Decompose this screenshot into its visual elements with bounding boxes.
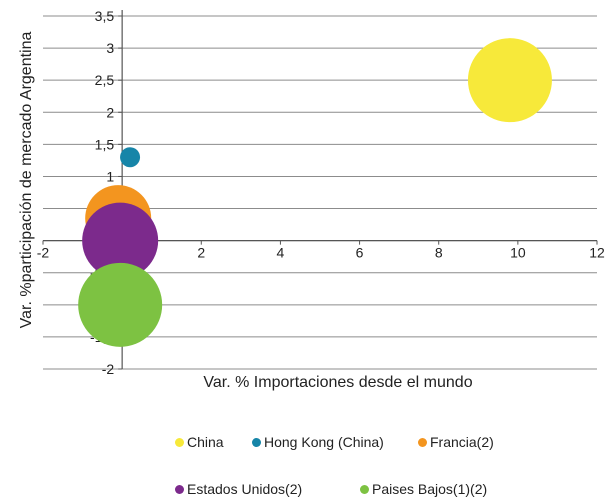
legend-label: Hong Kong (China) <box>264 434 384 450</box>
legend-item: Francia(2) <box>418 434 494 450</box>
x-tick-label-4: 6 <box>356 245 364 261</box>
x-tick-label-3: 4 <box>277 245 285 261</box>
legend-swatch <box>175 437 184 447</box>
y-tick-label-6: 1 <box>106 168 114 184</box>
x-tick-label-2: 2 <box>197 245 205 261</box>
y-axis-title: Var. %participación de mercado Argentina <box>18 32 35 329</box>
legend-label: Paises Bajos(1)(2) <box>372 481 488 497</box>
legend-swatch <box>175 484 184 494</box>
x-tick-label-5: 8 <box>435 245 443 261</box>
legend-label: Estados Unidos(2) <box>187 481 303 497</box>
bubble-paises-bajos-1-2 <box>78 262 163 347</box>
bubbles <box>78 38 552 347</box>
legend-item: Estados Unidos(2) <box>175 481 302 497</box>
legend-item: Hong Kong (China) <box>252 434 384 450</box>
legend-item: China <box>175 434 224 450</box>
x-tick-label-0: -2 <box>37 245 50 261</box>
legend-label: China <box>187 434 224 450</box>
legend-swatch <box>360 484 369 494</box>
legend-label: Francia(2) <box>430 434 494 450</box>
bubble-hong-kong-china <box>120 147 141 168</box>
x-tick-label-7: 12 <box>589 245 605 261</box>
y-tick-label-10: 3 <box>106 40 114 56</box>
legend-swatch <box>252 437 261 447</box>
y-tick-label-9: 2,5 <box>95 72 115 88</box>
y-tick-label-0: -2 <box>102 361 115 377</box>
y-tick-label-11: 3,5 <box>95 8 115 24</box>
y-tick-label-8: 2 <box>106 104 114 120</box>
bubble-estados-unidos-2 <box>82 202 159 279</box>
bubble-china <box>467 38 552 123</box>
legend-swatch <box>418 437 427 447</box>
y-tick-label-7: 1,5 <box>95 136 115 152</box>
x-tick-label-6: 10 <box>510 245 526 261</box>
legend-item: Paises Bajos(1)(2) <box>360 481 487 497</box>
x-axis-title: Var. % Importaciones desde el mundo <box>203 374 472 391</box>
